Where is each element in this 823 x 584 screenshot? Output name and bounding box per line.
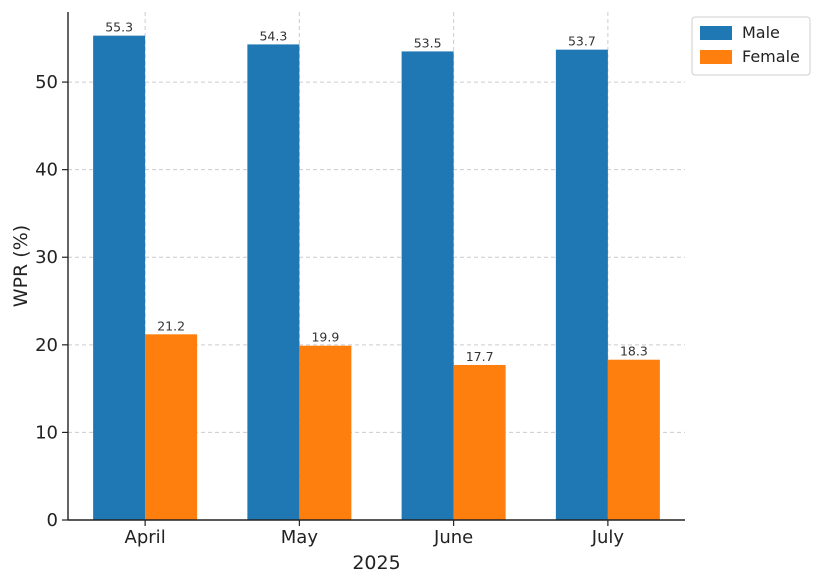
bar-female (145, 334, 198, 520)
legend-label-female: Female (742, 47, 800, 66)
x-axis-title: 2025 (352, 552, 400, 574)
bar-male (401, 51, 454, 521)
bar-value-label: 19.9 (311, 330, 339, 345)
bar-value-label: 17.7 (466, 349, 494, 364)
x-tick-label: April (125, 527, 166, 548)
bar-value-label: 53.5 (414, 35, 442, 50)
x-tick-label: May (281, 527, 319, 548)
y-tick-label: 0 (47, 510, 58, 531)
y-axis-ticks: 0 10 20 30 40 50 (35, 72, 68, 531)
legend-swatch-male (700, 26, 732, 40)
bar-value-label: 54.3 (259, 28, 287, 43)
legend-label-male: Male (742, 23, 780, 42)
bar-female (299, 345, 352, 520)
bars (93, 35, 660, 521)
data-labels: 55.3 21.2 54.3 19.9 53.5 17.7 53.7 18.3 (105, 20, 648, 364)
y-tick-label: 40 (35, 160, 58, 181)
bar-male (555, 49, 608, 520)
bar-female (607, 359, 660, 520)
x-tick-label: July (591, 527, 625, 548)
axes (67, 12, 685, 521)
bar-value-label: 21.2 (157, 318, 185, 333)
legend-swatch-female (700, 50, 732, 64)
bar-value-label: 55.3 (105, 20, 133, 35)
legend: Male Female (691, 16, 811, 76)
bar-value-label: 18.3 (620, 344, 648, 359)
y-tick-label: 30 (35, 247, 58, 268)
bar-value-label: 53.7 (568, 34, 596, 49)
x-axis-ticks: April May June July (125, 520, 625, 548)
bar-male (247, 44, 300, 521)
bar-male (93, 35, 146, 520)
x-tick-label: June (433, 527, 473, 548)
y-axis-title: WPR (%) (10, 225, 32, 307)
y-tick-label: 50 (35, 72, 58, 93)
y-tick-label: 10 (35, 422, 58, 443)
y-tick-label: 20 (35, 335, 58, 356)
bar-female (453, 364, 506, 520)
